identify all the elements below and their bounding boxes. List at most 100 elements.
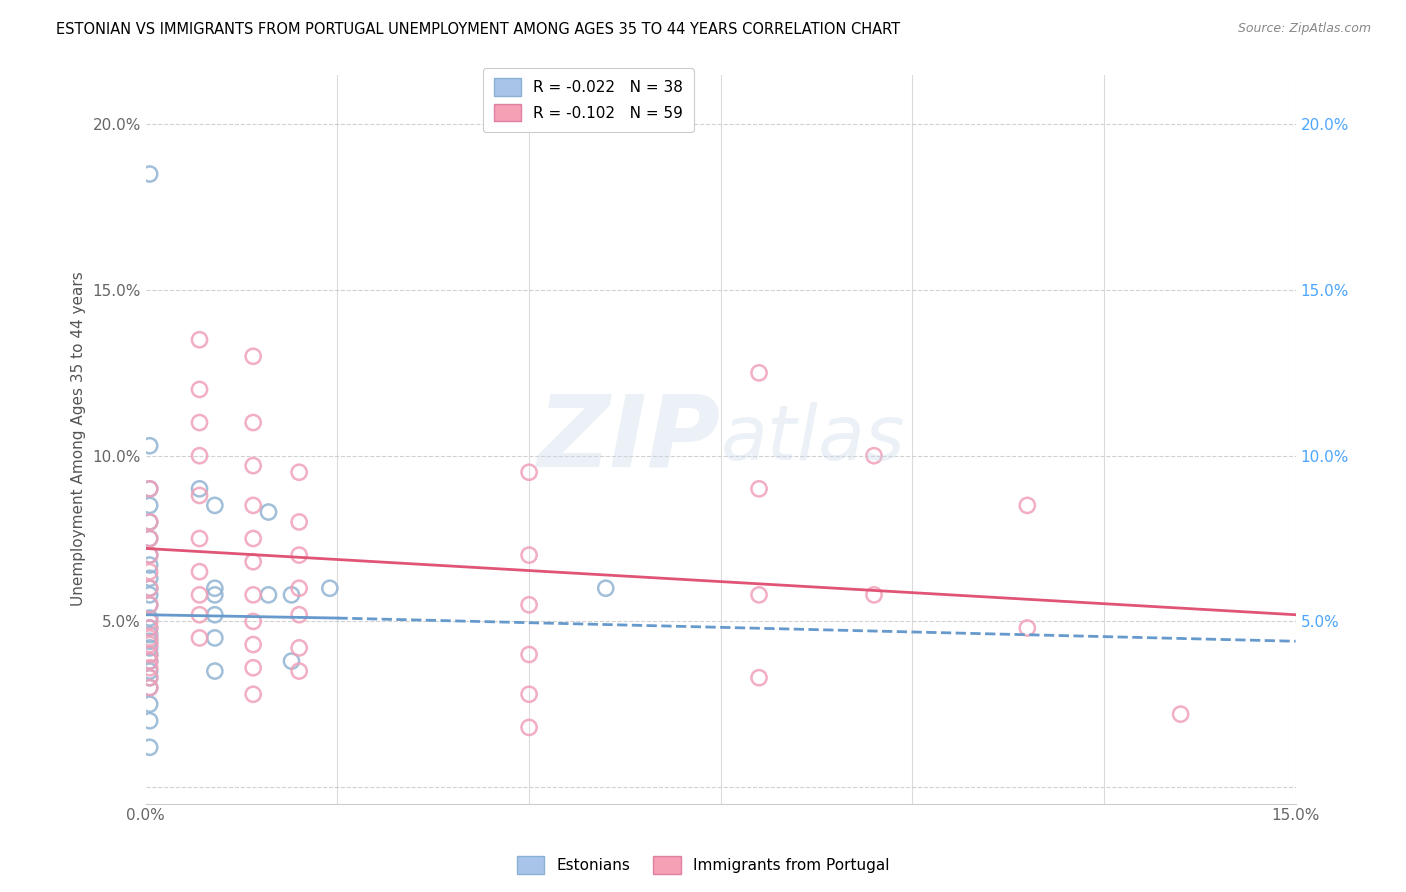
Point [138, 515, 160, 529]
Point [517, 720, 540, 734]
Text: ESTONIAN VS IMMIGRANTS FROM PORTUGAL UNEMPLOYMENT AMONG AGES 35 TO 44 YEARS CORR: ESTONIAN VS IMMIGRANTS FROM PORTUGAL UNE… [56, 22, 900, 37]
Point [257, 505, 280, 519]
Point [595, 581, 617, 595]
Text: atlas: atlas [721, 402, 905, 476]
Point [138, 615, 160, 629]
Point [138, 664, 160, 678]
Point [138, 611, 160, 625]
Point [1170, 707, 1192, 722]
Point [242, 458, 264, 473]
Point [748, 671, 770, 685]
Point [288, 465, 311, 479]
Point [138, 627, 160, 641]
Point [204, 664, 226, 678]
Point [242, 499, 264, 513]
Point [280, 654, 302, 668]
Point [204, 581, 226, 595]
Point [748, 366, 770, 380]
Point [280, 588, 302, 602]
Point [138, 598, 160, 612]
Point [188, 449, 211, 463]
Point [288, 664, 311, 678]
Point [319, 581, 342, 595]
Point [517, 465, 540, 479]
Point [188, 565, 211, 579]
Point [204, 607, 226, 622]
Point [188, 488, 211, 502]
Point [1017, 621, 1039, 635]
Point [242, 661, 264, 675]
Point [748, 588, 770, 602]
Point [188, 588, 211, 602]
Point [138, 654, 160, 668]
Point [138, 548, 160, 562]
Point [242, 638, 264, 652]
Point [138, 634, 160, 648]
Point [188, 482, 211, 496]
Point [288, 548, 311, 562]
Point [257, 588, 280, 602]
Point [242, 532, 264, 546]
Point [242, 687, 264, 701]
Point [1017, 499, 1039, 513]
Legend: Estonians, Immigrants from Portugal: Estonians, Immigrants from Portugal [510, 850, 896, 880]
Point [138, 681, 160, 695]
Point [204, 631, 226, 645]
Point [138, 681, 160, 695]
Point [138, 548, 160, 562]
Point [242, 349, 264, 363]
Point [138, 167, 160, 181]
Text: ZIP: ZIP [537, 391, 721, 488]
Point [188, 631, 211, 645]
Point [288, 515, 311, 529]
Point [138, 654, 160, 668]
Point [138, 571, 160, 585]
Point [517, 648, 540, 662]
Point [138, 581, 160, 595]
Point [138, 482, 160, 496]
Point [288, 581, 311, 595]
Point [138, 482, 160, 496]
Point [288, 640, 311, 655]
Point [138, 661, 160, 675]
Point [242, 555, 264, 569]
Point [204, 588, 226, 602]
Point [138, 671, 160, 685]
Point [138, 598, 160, 612]
Point [138, 621, 160, 635]
Point [138, 631, 160, 645]
Point [138, 640, 160, 655]
Point [242, 588, 264, 602]
Point [138, 532, 160, 546]
Point [242, 615, 264, 629]
Point [138, 621, 160, 635]
Point [188, 333, 211, 347]
Point [138, 558, 160, 572]
Point [138, 648, 160, 662]
Point [138, 648, 160, 662]
Point [138, 638, 160, 652]
Point [188, 607, 211, 622]
Point [748, 482, 770, 496]
Point [517, 687, 540, 701]
Point [517, 548, 540, 562]
Point [138, 671, 160, 685]
Text: Source: ZipAtlas.com: Source: ZipAtlas.com [1237, 22, 1371, 36]
Point [188, 416, 211, 430]
Point [138, 515, 160, 529]
Point [138, 697, 160, 711]
Point [188, 532, 211, 546]
Point [517, 598, 540, 612]
Y-axis label: Unemployment Among Ages 35 to 44 years: Unemployment Among Ages 35 to 44 years [72, 272, 86, 607]
Point [138, 581, 160, 595]
Point [138, 499, 160, 513]
Point [863, 588, 886, 602]
Point [138, 565, 160, 579]
Point [138, 740, 160, 755]
Point [288, 607, 311, 622]
Legend: R = -0.022   N = 38, R = -0.102   N = 59: R = -0.022 N = 38, R = -0.102 N = 59 [484, 68, 695, 132]
Point [138, 714, 160, 728]
Point [188, 383, 211, 397]
Point [138, 439, 160, 453]
Point [138, 588, 160, 602]
